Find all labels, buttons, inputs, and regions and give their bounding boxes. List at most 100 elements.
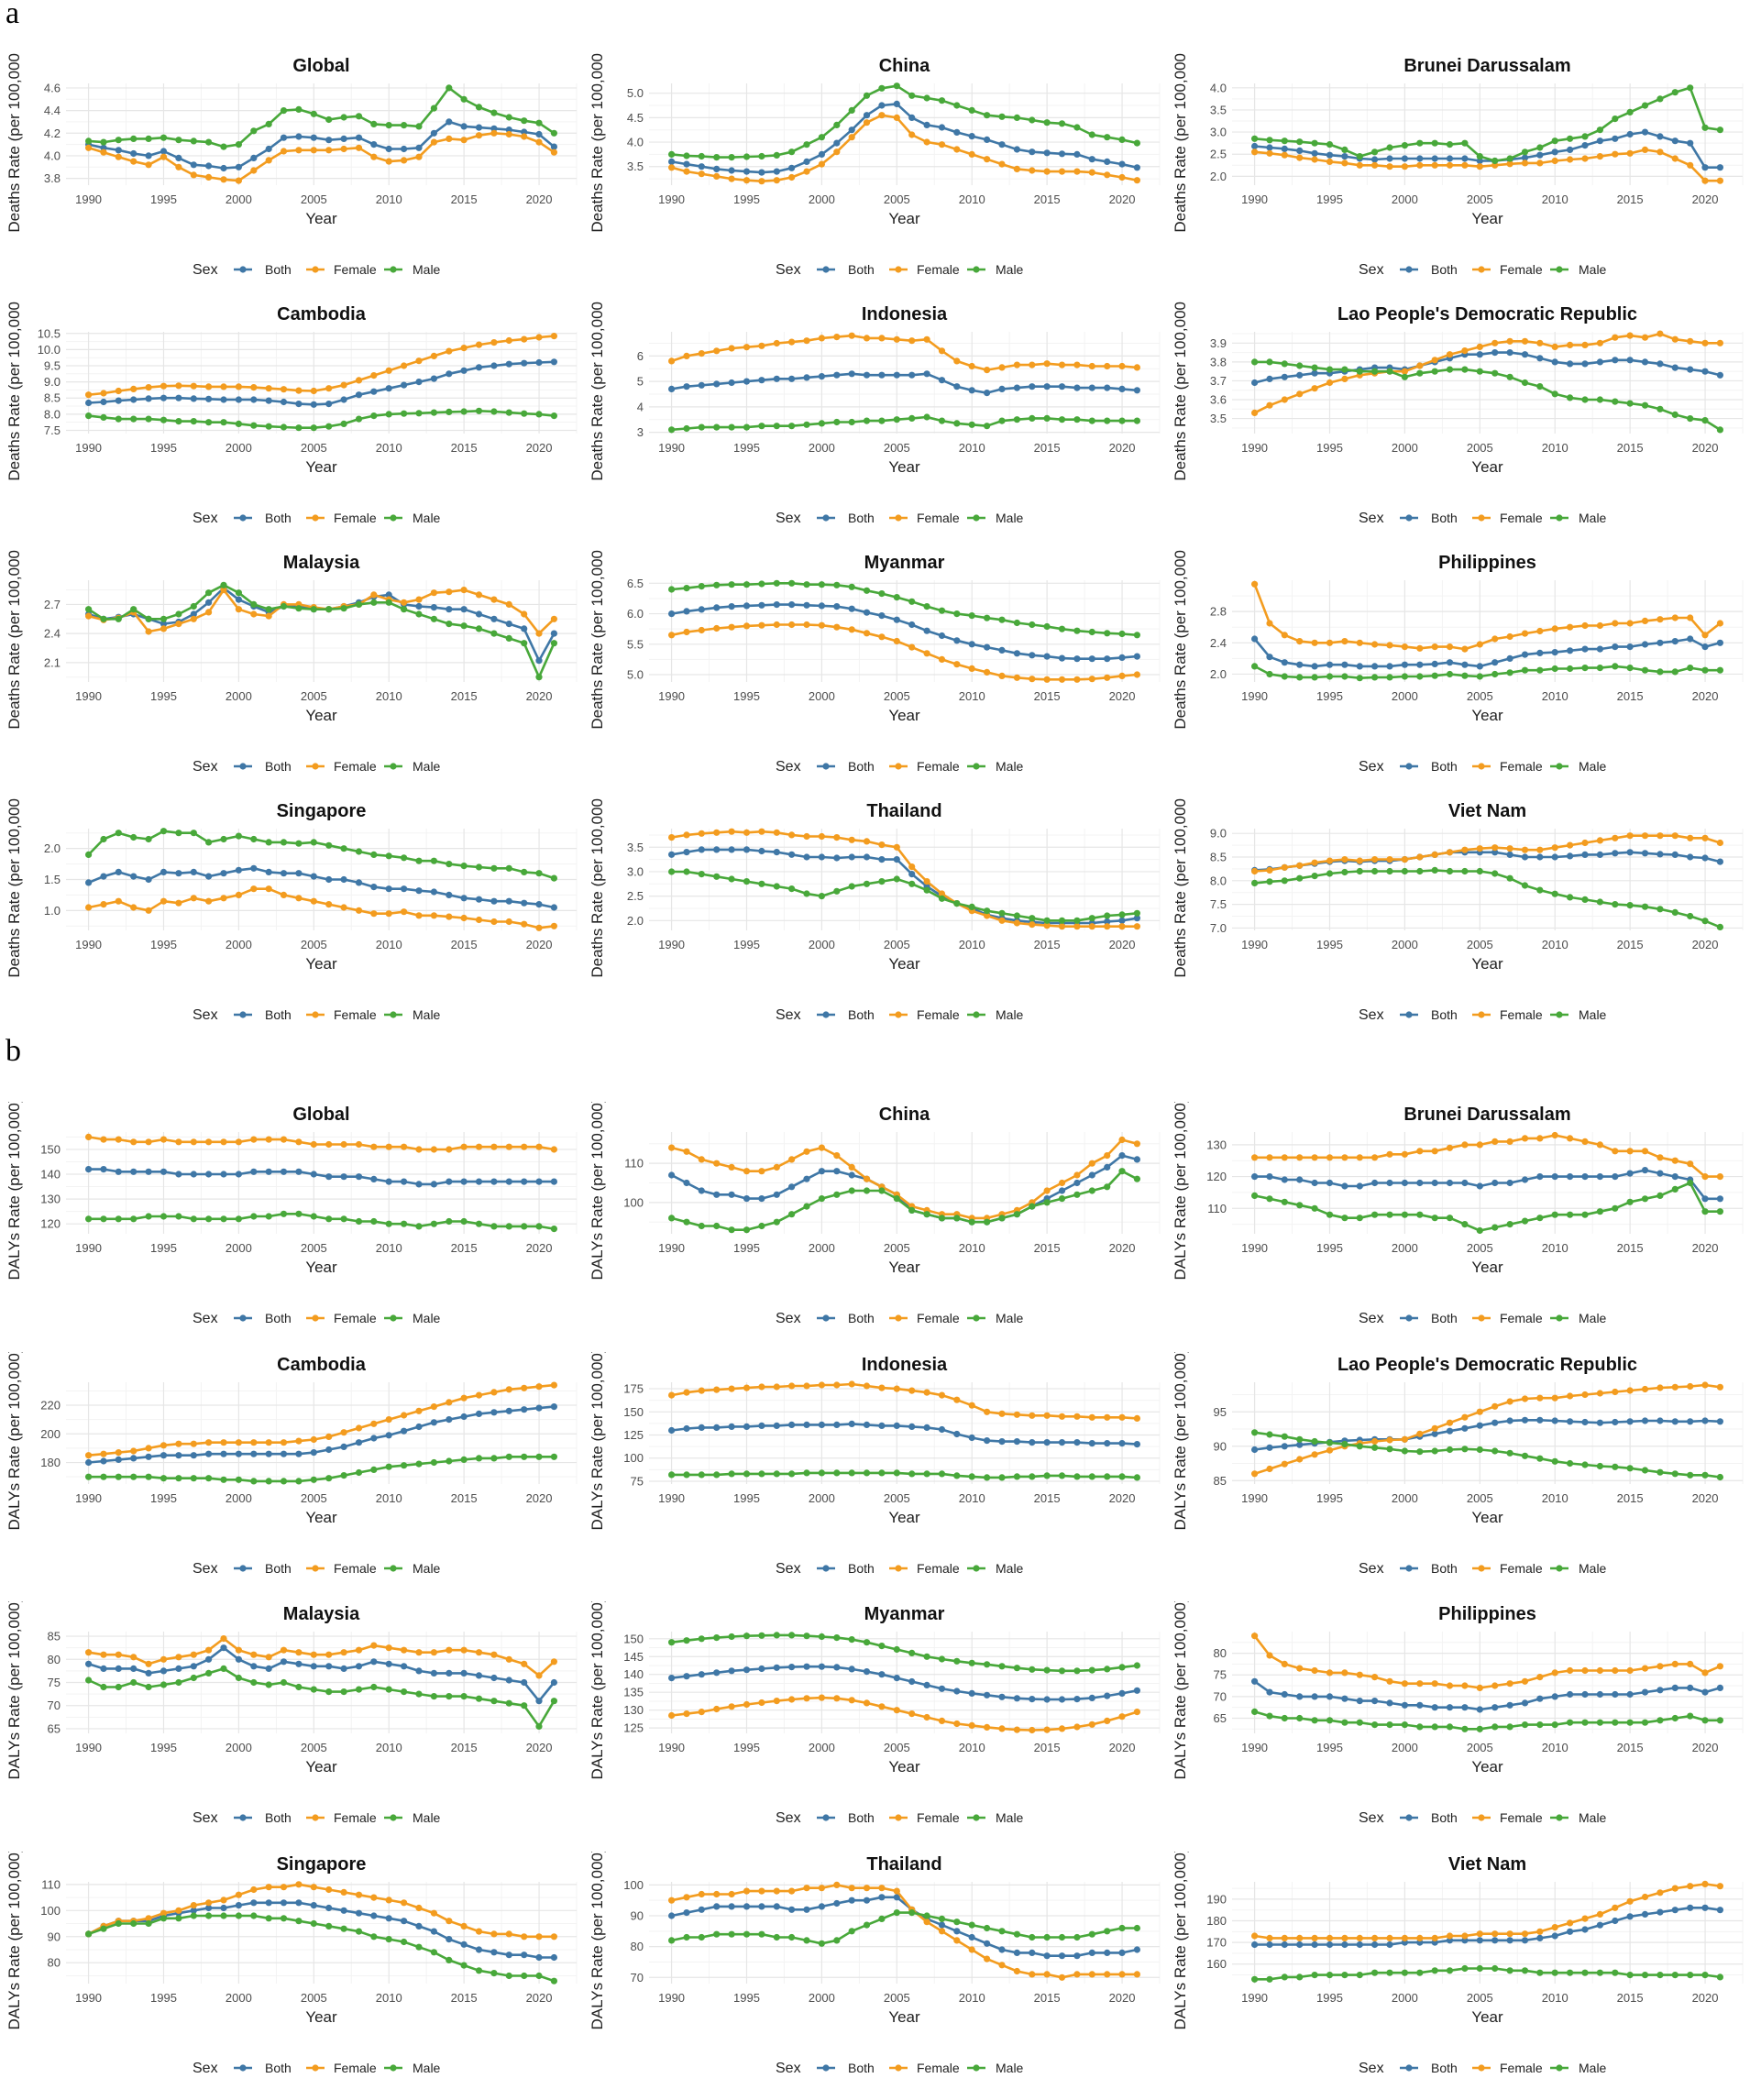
data-point-female (1612, 1388, 1619, 1396)
x-tick-label: 2010 (959, 1991, 985, 2005)
data-point-male (1612, 398, 1619, 405)
data-point-male (1506, 1449, 1513, 1457)
data-point-male (521, 117, 528, 125)
legend: Sex Both Female Male (193, 1810, 441, 1826)
data-point-female (1671, 1383, 1678, 1391)
data-point-female (505, 918, 512, 926)
legend-key-point (822, 1565, 830, 1572)
series-line-female (671, 830, 1138, 928)
data-point-male (728, 154, 735, 161)
data-point-male (175, 1678, 182, 1687)
legend-key-point (1556, 514, 1563, 522)
data-point-male (475, 1455, 483, 1462)
data-point-male (1043, 1199, 1051, 1206)
data-point-male (803, 890, 810, 897)
data-point-female (953, 1937, 961, 1944)
data-point-female (1536, 1674, 1544, 1681)
data-point-female (1671, 335, 1678, 343)
data-point-male (460, 95, 468, 103)
data-point-female (250, 1136, 258, 1143)
y-axis-label: Deaths Rate (per 100,000) (1172, 798, 1189, 978)
data-point-female (160, 153, 168, 160)
data-point-female (1104, 362, 1111, 370)
chart-svg: 1990 1995 2000 2005 2010 2015 20202.12.42.7Mal… (6, 550, 578, 775)
data-point-male (803, 581, 810, 588)
data-point-female (1461, 347, 1469, 355)
data-point-female (1536, 339, 1544, 346)
data-point-female (521, 1933, 528, 1941)
y-axis-label: DALYs Rate (per 100,000) (6, 1852, 23, 2030)
legend-key-point (1556, 1814, 1563, 1821)
data-point-male (938, 417, 946, 424)
data-point-male (1687, 1179, 1694, 1187)
data-point-both (773, 168, 780, 175)
data-point-female (1118, 1971, 1126, 1978)
chart-title: Global (292, 56, 349, 76)
data-point-both (1521, 1699, 1529, 1707)
data-point-male (280, 1210, 288, 1217)
data-point-both (1251, 1677, 1259, 1685)
data-point-male (295, 840, 303, 847)
x-tick-label: 2015 (451, 1741, 478, 1754)
data-point-both (295, 1168, 303, 1175)
data-point-both (1461, 1704, 1469, 1711)
data-point-female (100, 1651, 107, 1658)
data-point-male (1251, 358, 1259, 366)
data-point-female (115, 1449, 122, 1457)
chart-panel-b-thailand: 1990 1995 2000 2005 2010 2015 2020 70 80 90 100 Tha… (583, 1852, 1166, 2100)
data-point-female (100, 1136, 107, 1143)
y-tick-label: 70 (1214, 1689, 1227, 1703)
data-point-both (998, 1946, 1006, 1953)
data-point-female (1506, 632, 1513, 641)
y-tick-label: 70 (631, 1971, 644, 1985)
data-point-male (893, 594, 900, 601)
data-point-male (1656, 1468, 1664, 1476)
data-point-male (1266, 1712, 1273, 1720)
legend-label-male: Male (1579, 2061, 1607, 2075)
data-point-both (310, 1663, 317, 1670)
y-axis-label: Deaths Rate (per 100,000) (1172, 53, 1189, 233)
data-point-female (1687, 614, 1694, 621)
data-point-female (863, 1175, 871, 1182)
data-point-both (205, 395, 213, 402)
data-point-male (250, 835, 258, 843)
data-point-male (1641, 401, 1649, 409)
data-point-female (401, 1143, 408, 1150)
data-point-female (310, 1884, 317, 1891)
data-point-female (698, 170, 705, 178)
data-point-male (1716, 426, 1723, 434)
data-point-female (1476, 163, 1483, 170)
data-point-male (1073, 124, 1081, 131)
series-line-male (88, 1456, 555, 1483)
data-point-female (295, 147, 303, 154)
data-point-male (250, 600, 258, 608)
data-point-both (190, 1171, 197, 1178)
data-point-male (145, 835, 152, 843)
data-point-female (430, 1403, 437, 1411)
data-point-both (115, 1456, 122, 1463)
data-point-male (415, 1690, 423, 1698)
data-point-male (668, 1639, 676, 1646)
chart-title: Cambodia (277, 1355, 367, 1375)
data-point-both (908, 871, 916, 878)
data-point-both (1133, 164, 1140, 171)
data-point-both (280, 398, 288, 406)
data-point-male (743, 1226, 751, 1234)
data-point-male (1626, 1465, 1634, 1472)
data-point-female (325, 385, 333, 392)
data-point-male (1266, 1975, 1273, 1983)
data-point-female (490, 918, 498, 926)
data-point-female (1104, 171, 1111, 179)
data-point-both (460, 1178, 468, 1185)
data-point-both (475, 364, 483, 371)
data-point-male (521, 1702, 528, 1710)
data-point-male (505, 1453, 512, 1460)
data-point-male (85, 1930, 93, 1938)
data-point-male (1567, 665, 1574, 673)
data-point-both (1567, 1690, 1574, 1699)
data-point-female (878, 841, 886, 849)
x-tick-label: 1990 (658, 1741, 685, 1754)
data-point-both (355, 1663, 363, 1670)
data-point-female (550, 922, 558, 929)
data-point-male (818, 581, 825, 588)
